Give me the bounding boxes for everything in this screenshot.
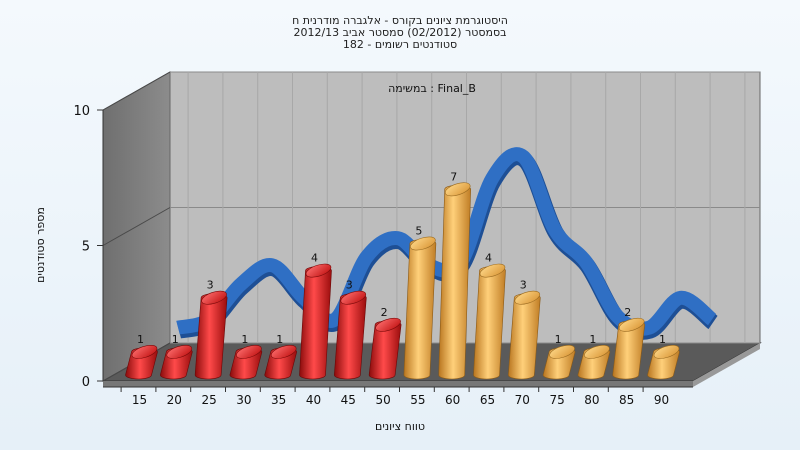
- bar-value-label: 4: [311, 252, 318, 265]
- bar-body: [438, 185, 472, 380]
- y-axis-label: מספר סטודנטים: [34, 207, 47, 283]
- bar-value-label: 2: [381, 306, 388, 319]
- x-tick-label: 45: [341, 393, 356, 407]
- y-tick-label: 5: [82, 240, 90, 255]
- chart-title-line-3: סטודנטים רשומים - 182: [343, 38, 457, 51]
- bar-top: [618, 317, 645, 332]
- bar: [473, 263, 506, 380]
- bar-value-label: 1: [659, 333, 666, 346]
- x-tick-label: 50: [375, 393, 390, 407]
- bar: [125, 345, 158, 380]
- bar-top: [131, 345, 158, 359]
- y-tick-label: 0: [82, 375, 90, 390]
- bar: [333, 290, 367, 380]
- bar-top: [340, 290, 367, 305]
- x-tick-label: 70: [515, 393, 530, 407]
- bar: [612, 317, 646, 380]
- bar-top: [201, 290, 227, 305]
- x-tick-label: 25: [201, 393, 216, 407]
- bar-top: [375, 317, 401, 332]
- bar: [438, 182, 472, 380]
- bar-body: [473, 266, 506, 380]
- chart-title-line-1: היסטוגרמת ציונים בקורס - אלגברה מודרנית …: [292, 14, 508, 27]
- bar-top: [584, 345, 610, 359]
- bar-value-label: 4: [485, 252, 492, 265]
- bar: [647, 345, 680, 380]
- bar-top: [270, 345, 297, 359]
- bar-value-label: 2: [624, 306, 631, 319]
- bar-top: [514, 290, 541, 305]
- bar-body: [368, 320, 402, 380]
- bar-top: [410, 236, 436, 251]
- x-tick-label: 40: [306, 393, 321, 407]
- bar-value-label: 3: [207, 279, 214, 292]
- bar-body: [612, 320, 646, 380]
- bar-top: [479, 263, 506, 278]
- x-tick-label: 75: [549, 393, 564, 407]
- bar-body: [403, 239, 437, 380]
- chart-title-line-2: בסמסטר (02/2012) סמסטר אביב 2012/13: [293, 26, 506, 39]
- bar-value-label: 1: [137, 333, 144, 346]
- bar-body: [333, 293, 367, 380]
- x-tick-label: 65: [480, 393, 495, 407]
- bar-value-label: 1: [241, 333, 248, 346]
- x-tick-label: 90: [654, 393, 669, 407]
- x-tick-label: 85: [619, 393, 634, 407]
- bar: [299, 263, 332, 380]
- bar: [159, 345, 193, 380]
- bar: [507, 290, 541, 380]
- bar: [542, 345, 576, 380]
- bar: [403, 236, 437, 380]
- x-tick-label: 80: [584, 393, 599, 407]
- bar-top: [549, 345, 575, 359]
- bar: [194, 290, 228, 380]
- x-tick-label: 55: [410, 393, 425, 407]
- bar-body: [299, 266, 332, 380]
- bar-value-label: 1: [555, 333, 562, 346]
- bar-value-label: 1: [589, 333, 596, 346]
- bar-value-label: 3: [346, 279, 353, 292]
- floor-front-edge: [103, 381, 693, 387]
- y-tick-label: 10: [73, 104, 90, 119]
- bar-top: [166, 345, 193, 359]
- bar-value-label: 5: [415, 225, 422, 238]
- x-tick-label: 35: [271, 393, 286, 407]
- bar-value-label: 1: [172, 333, 179, 346]
- x-axis-label: טווח ציונים: [375, 420, 425, 433]
- bar: [577, 345, 611, 380]
- bar-top: [653, 345, 680, 359]
- x-tick-label: 20: [167, 393, 182, 407]
- bar-value-label: 1: [276, 333, 283, 346]
- bar-top: [305, 263, 332, 278]
- bar-value-label: 3: [520, 279, 527, 292]
- x-tick-label: 15: [132, 393, 147, 407]
- floor-side-edge: [693, 343, 760, 387]
- bar-value-label: 7: [450, 170, 457, 183]
- bar-body: [194, 293, 228, 380]
- bar-body: [507, 293, 541, 380]
- grid-line-side: [102, 207, 171, 246]
- bar: [368, 317, 402, 380]
- x-tick-label: 30: [236, 393, 251, 407]
- x-tick-label: 60: [445, 393, 460, 407]
- grid-line-side: [102, 71, 171, 111]
- x-ticks: 15 20 25 30 35 40 45 50 55 60 65 70 75 80 85 90: [120, 387, 669, 407]
- y-ticks: 0 5 10: [73, 104, 103, 390]
- bar: [229, 345, 263, 380]
- bar-top: [236, 345, 262, 359]
- bar: [264, 345, 298, 380]
- bars-layer: [125, 182, 680, 380]
- value-labels: 1 1 3 1 1 4 3 2 5 7 4 3 1 1 2 1: [137, 170, 666, 346]
- bar-top: [444, 182, 471, 197]
- task-annotation: במשימה : Final_B: [388, 82, 476, 95]
